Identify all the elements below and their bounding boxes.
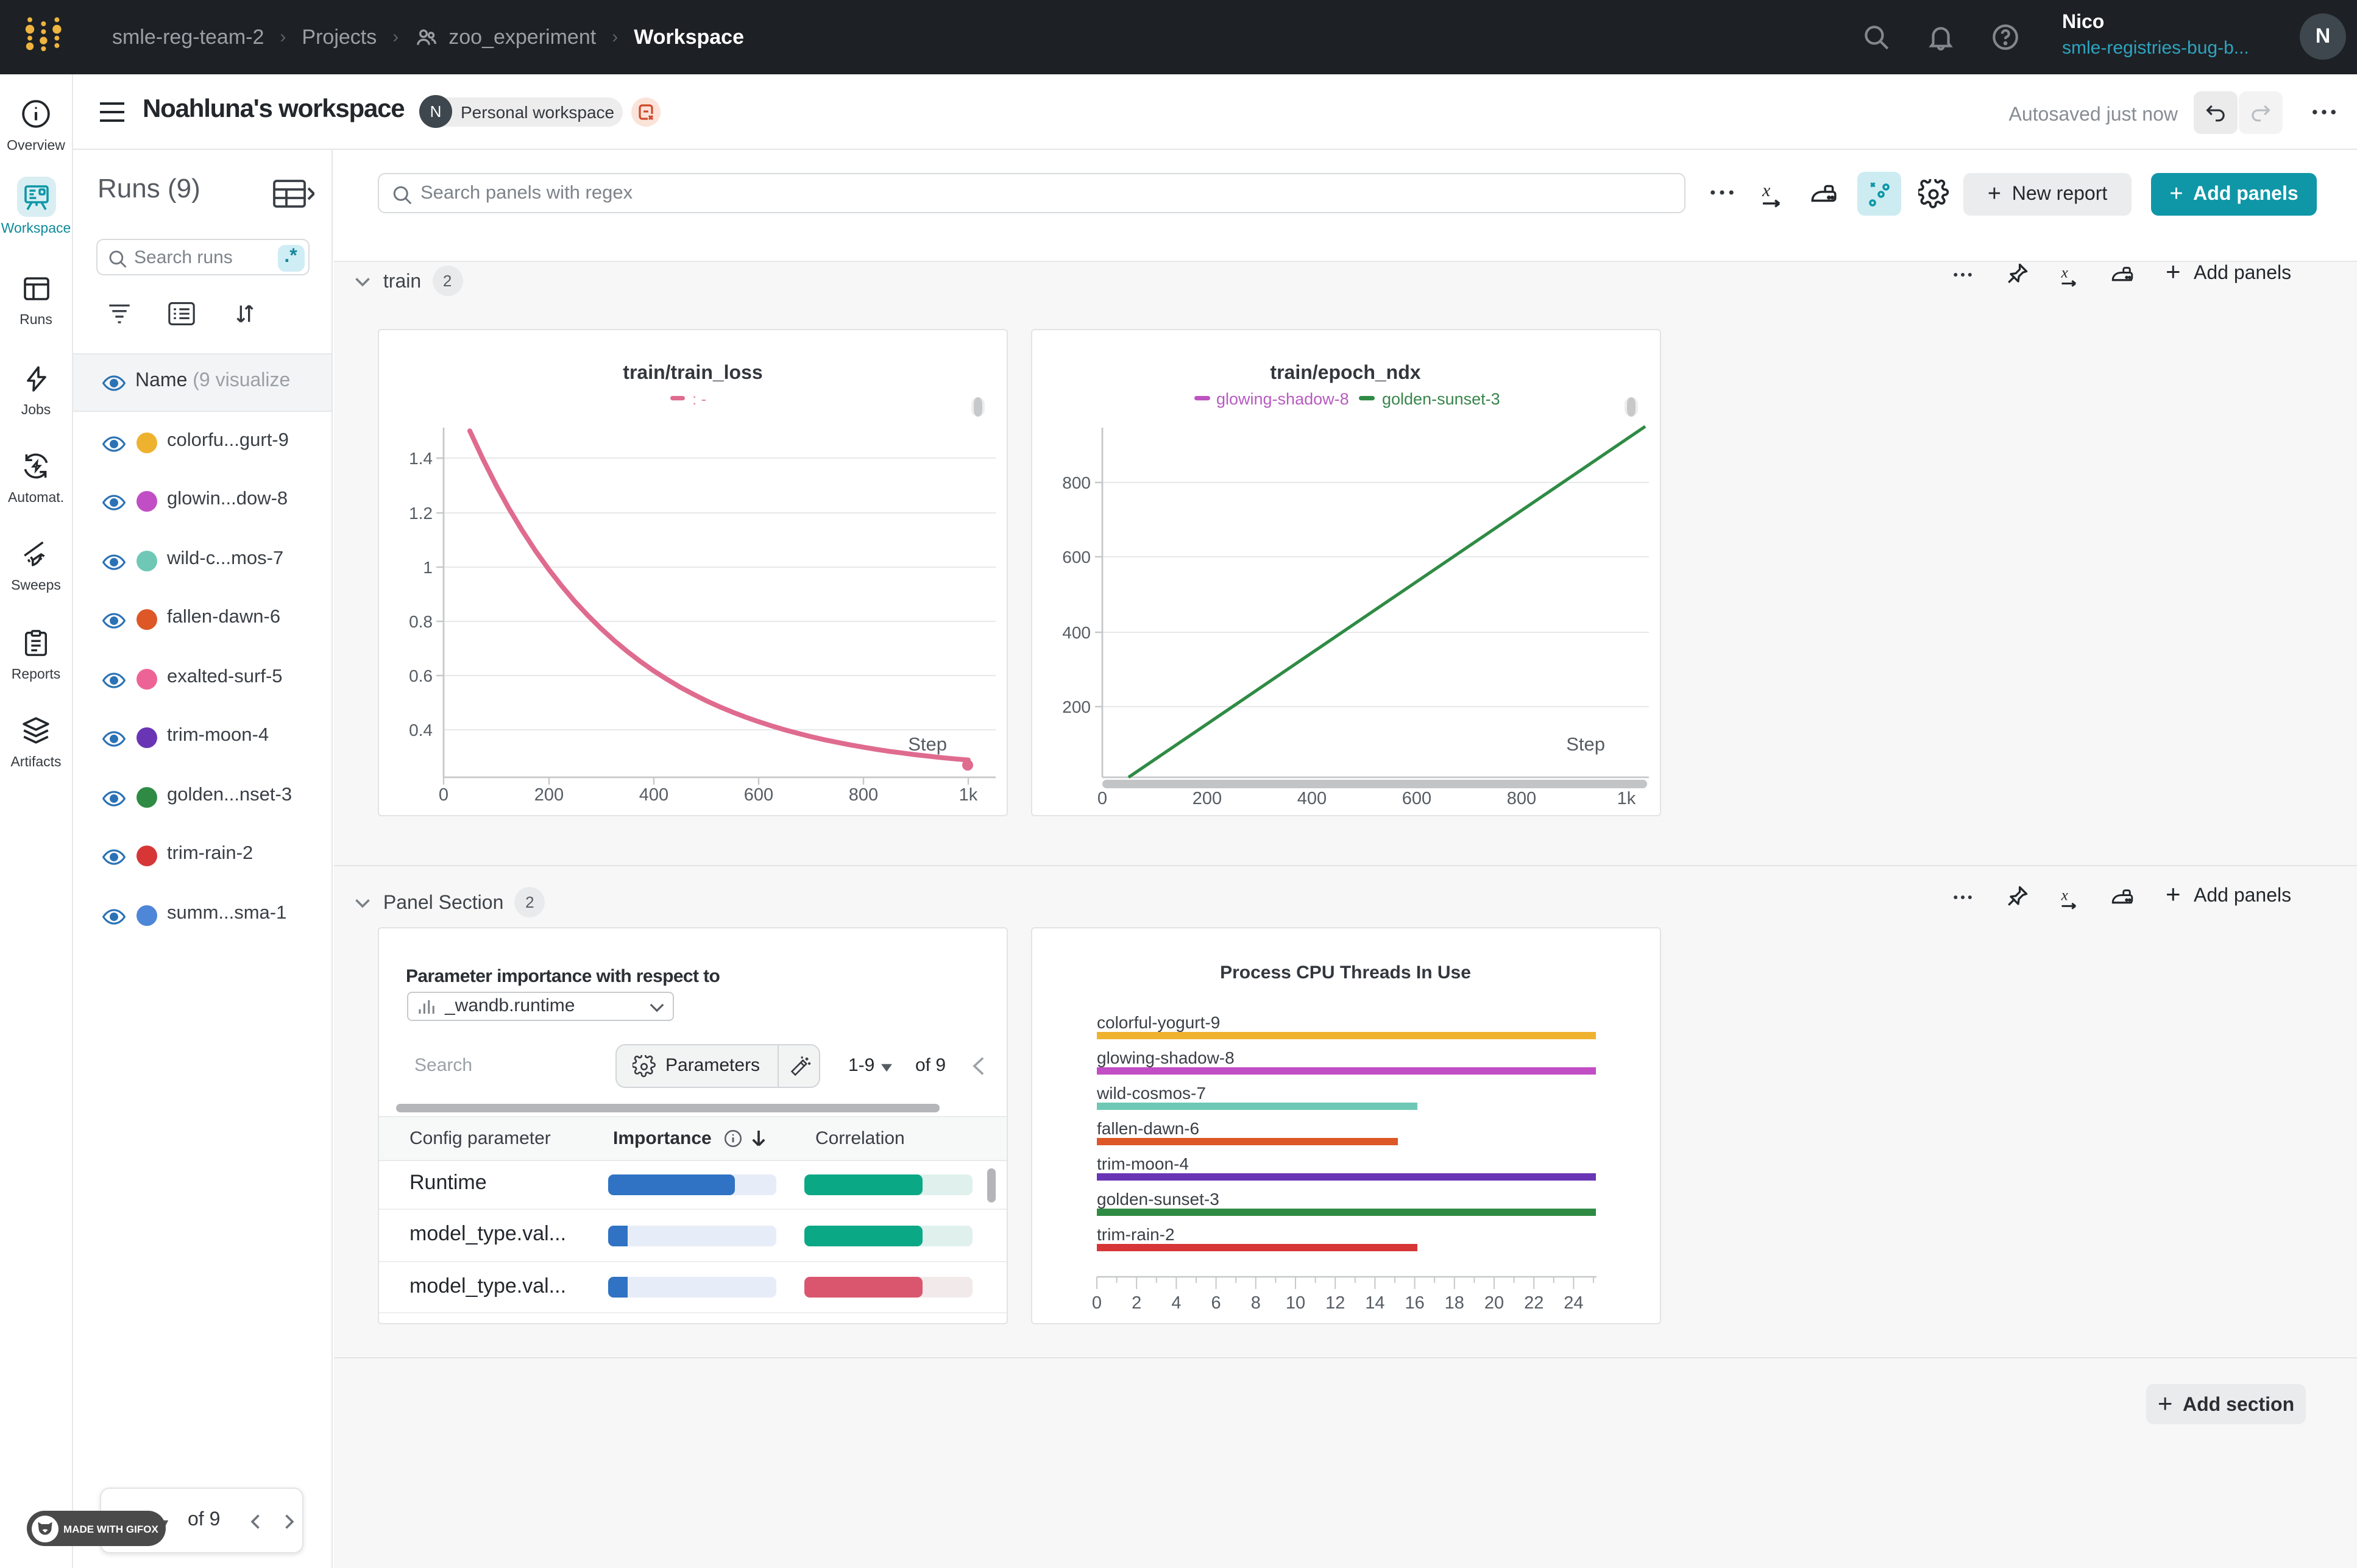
svg-text:6: 6: [1211, 1293, 1221, 1313]
svg-text:600: 600: [1062, 548, 1090, 567]
svg-text:wild-cosmos-7: wild-cosmos-7: [1096, 1084, 1205, 1103]
svg-text:trim-rain-2: trim-rain-2: [1096, 1225, 1174, 1244]
svg-text:0.4: 0.4: [409, 721, 433, 740]
svg-text:1.4: 1.4: [409, 449, 433, 468]
svg-text:12: 12: [1325, 1293, 1344, 1313]
svg-text:22: 22: [1523, 1293, 1543, 1313]
svg-text:0.8: 0.8: [409, 612, 433, 631]
svg-text:: -: : -: [692, 390, 706, 408]
svg-text:1k: 1k: [1617, 789, 1636, 808]
svg-text:14: 14: [1364, 1293, 1384, 1313]
svg-text:4: 4: [1171, 1293, 1180, 1313]
svg-text:1.2: 1.2: [409, 504, 433, 523]
svg-text:glowing-shadow-8: glowing-shadow-8: [1096, 1048, 1234, 1067]
svg-text:600: 600: [1402, 789, 1431, 808]
svg-text:10: 10: [1285, 1293, 1305, 1313]
svg-text:20: 20: [1484, 1293, 1503, 1313]
svg-text:x: x: [1762, 180, 1771, 200]
svg-text:Step: Step: [1565, 733, 1604, 755]
svg-text:0: 0: [1097, 789, 1107, 808]
svg-text:x: x: [2061, 887, 2068, 903]
svg-text:1k: 1k: [959, 785, 978, 805]
svg-text:Step: Step: [908, 733, 947, 755]
svg-text:0.6: 0.6: [409, 666, 433, 685]
svg-text:200: 200: [534, 785, 564, 805]
svg-text:200: 200: [1062, 697, 1090, 716]
svg-text:golden-sunset-3: golden-sunset-3: [1096, 1190, 1219, 1209]
svg-text:18: 18: [1444, 1293, 1464, 1313]
svg-text:colorful-yogurt-9: colorful-yogurt-9: [1096, 1013, 1219, 1032]
svg-text:400: 400: [1297, 789, 1326, 808]
svg-text:0: 0: [1091, 1293, 1101, 1313]
svg-text:800: 800: [1506, 789, 1536, 808]
svg-text:0: 0: [439, 785, 448, 805]
svg-text:16: 16: [1404, 1293, 1423, 1313]
svg-text:glowing-shadow-8: glowing-shadow-8: [1216, 390, 1349, 408]
svg-text:golden-sunset-3: golden-sunset-3: [1381, 390, 1500, 408]
svg-text:8: 8: [1250, 1293, 1260, 1313]
svg-text:2: 2: [1131, 1293, 1141, 1313]
svg-text:x: x: [2061, 264, 2068, 281]
svg-text:fallen-dawn-6: fallen-dawn-6: [1096, 1119, 1199, 1138]
svg-text:trim-moon-4: trim-moon-4: [1096, 1154, 1188, 1173]
svg-text:800: 800: [849, 785, 878, 805]
svg-text:400: 400: [1062, 623, 1090, 642]
svg-text:200: 200: [1192, 789, 1221, 808]
svg-text:800: 800: [1062, 473, 1090, 492]
svg-text:400: 400: [639, 785, 668, 805]
svg-text:24: 24: [1563, 1293, 1583, 1313]
svg-text:600: 600: [744, 785, 773, 805]
svg-text:1: 1: [423, 558, 433, 577]
